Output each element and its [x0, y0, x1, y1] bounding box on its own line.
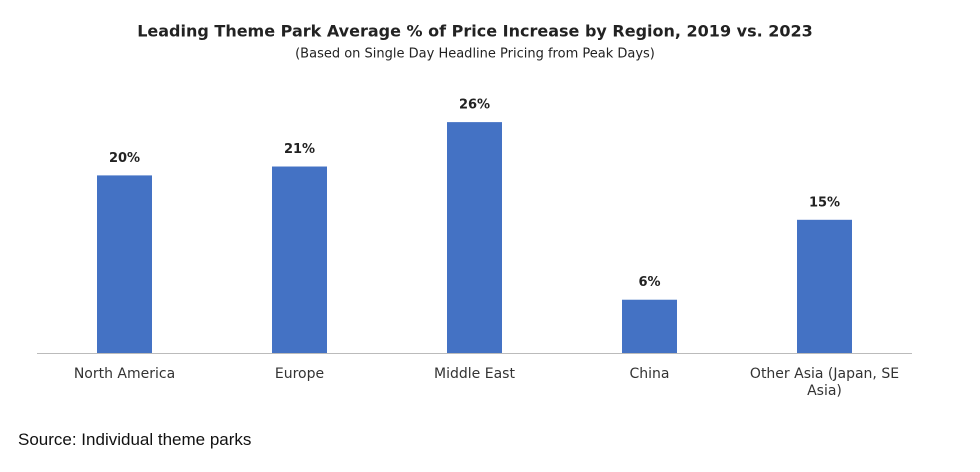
value-label: 26%: [459, 98, 490, 113]
bar: [622, 299, 677, 353]
x-tick-label: China: [629, 366, 670, 382]
value-label: 20%: [109, 151, 140, 166]
value-label: 21%: [284, 142, 315, 157]
bar: [797, 219, 852, 353]
bar: [272, 166, 327, 353]
source-note: Source: Individual theme parks: [18, 430, 252, 449]
value-label: 15%: [809, 195, 840, 210]
bar: [447, 122, 502, 354]
bar: [97, 175, 152, 353]
x-tick-label: Other Asia (Japan, SE Asia): [749, 366, 900, 399]
chart-subtitle: (Based on Single Day Headline Pricing fr…: [295, 47, 655, 62]
x-tick-label: Europe: [274, 366, 325, 382]
x-tick-label: Middle East: [434, 366, 515, 382]
x-tick-label: North America: [73, 366, 176, 382]
chart-title: Leading Theme Park Average % of Price In…: [137, 22, 813, 41]
value-label: 6%: [638, 275, 660, 290]
